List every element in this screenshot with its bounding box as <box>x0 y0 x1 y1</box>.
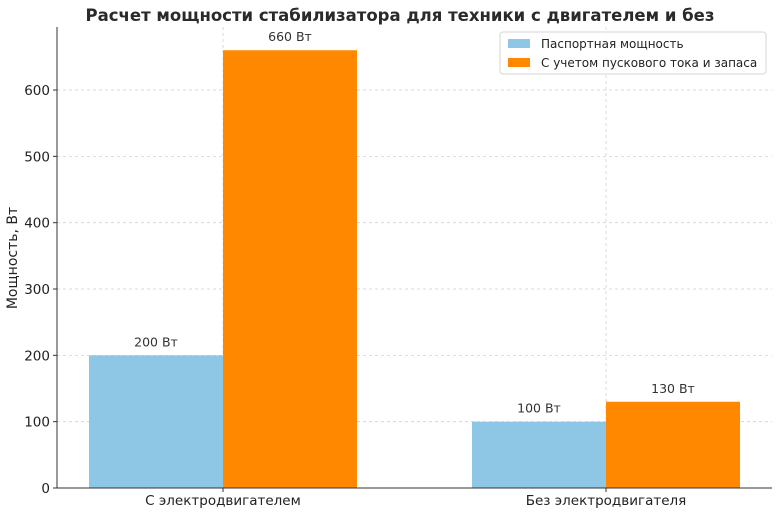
bar <box>472 421 606 488</box>
data-labels: 200 Вт 660 Вт 100 Вт 130 Вт <box>134 29 695 415</box>
legend-box <box>499 31 767 75</box>
chart-title: Расчет мощности стабилизатора для техник… <box>86 6 715 25</box>
y-tick-label: 600 <box>24 83 50 99</box>
bars <box>89 50 740 489</box>
bar-value-label: 660 Вт <box>268 29 312 44</box>
y-tick-label: 0 <box>41 481 50 497</box>
bar <box>89 355 223 488</box>
bar <box>606 401 740 488</box>
legend: Паспортная мощность С учетом пускового т… <box>499 31 767 75</box>
y-tick-label: 400 <box>24 216 50 232</box>
y-tick-label: 100 <box>24 415 50 431</box>
legend-label-passport: Паспортная мощность <box>541 37 684 51</box>
bar-value-label: 130 Вт <box>651 381 695 396</box>
y-tick-label: 500 <box>24 149 50 165</box>
y-axis-label: Мощность, Вт <box>5 207 21 309</box>
legend-swatch-passport <box>508 39 530 48</box>
legend-label-startup: С учетом пускового тока и запаса <box>541 56 757 70</box>
axes <box>56 27 772 489</box>
x-tick-label: С электродвигателем <box>145 493 301 509</box>
legend-swatch-startup <box>508 58 530 67</box>
bar-value-label: 100 Вт <box>517 401 561 416</box>
bar-value-label: 200 Вт <box>134 334 178 349</box>
x-tick-label: Без электродвигателя <box>526 493 687 509</box>
ticks: 0 100 200 300 400 500 600 С электродвигателем Бе… <box>24 83 686 509</box>
y-tick-label: 200 <box>24 348 50 364</box>
bar <box>223 50 357 489</box>
y-tick-label: 300 <box>24 282 50 298</box>
